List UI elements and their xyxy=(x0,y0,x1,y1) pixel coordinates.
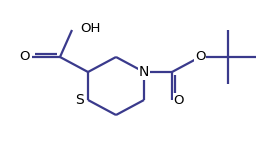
Text: OH: OH xyxy=(80,22,100,35)
Text: O: O xyxy=(174,93,184,106)
Text: O: O xyxy=(20,51,30,64)
Text: N: N xyxy=(139,65,149,79)
Text: O: O xyxy=(195,51,205,64)
Text: S: S xyxy=(76,93,84,107)
